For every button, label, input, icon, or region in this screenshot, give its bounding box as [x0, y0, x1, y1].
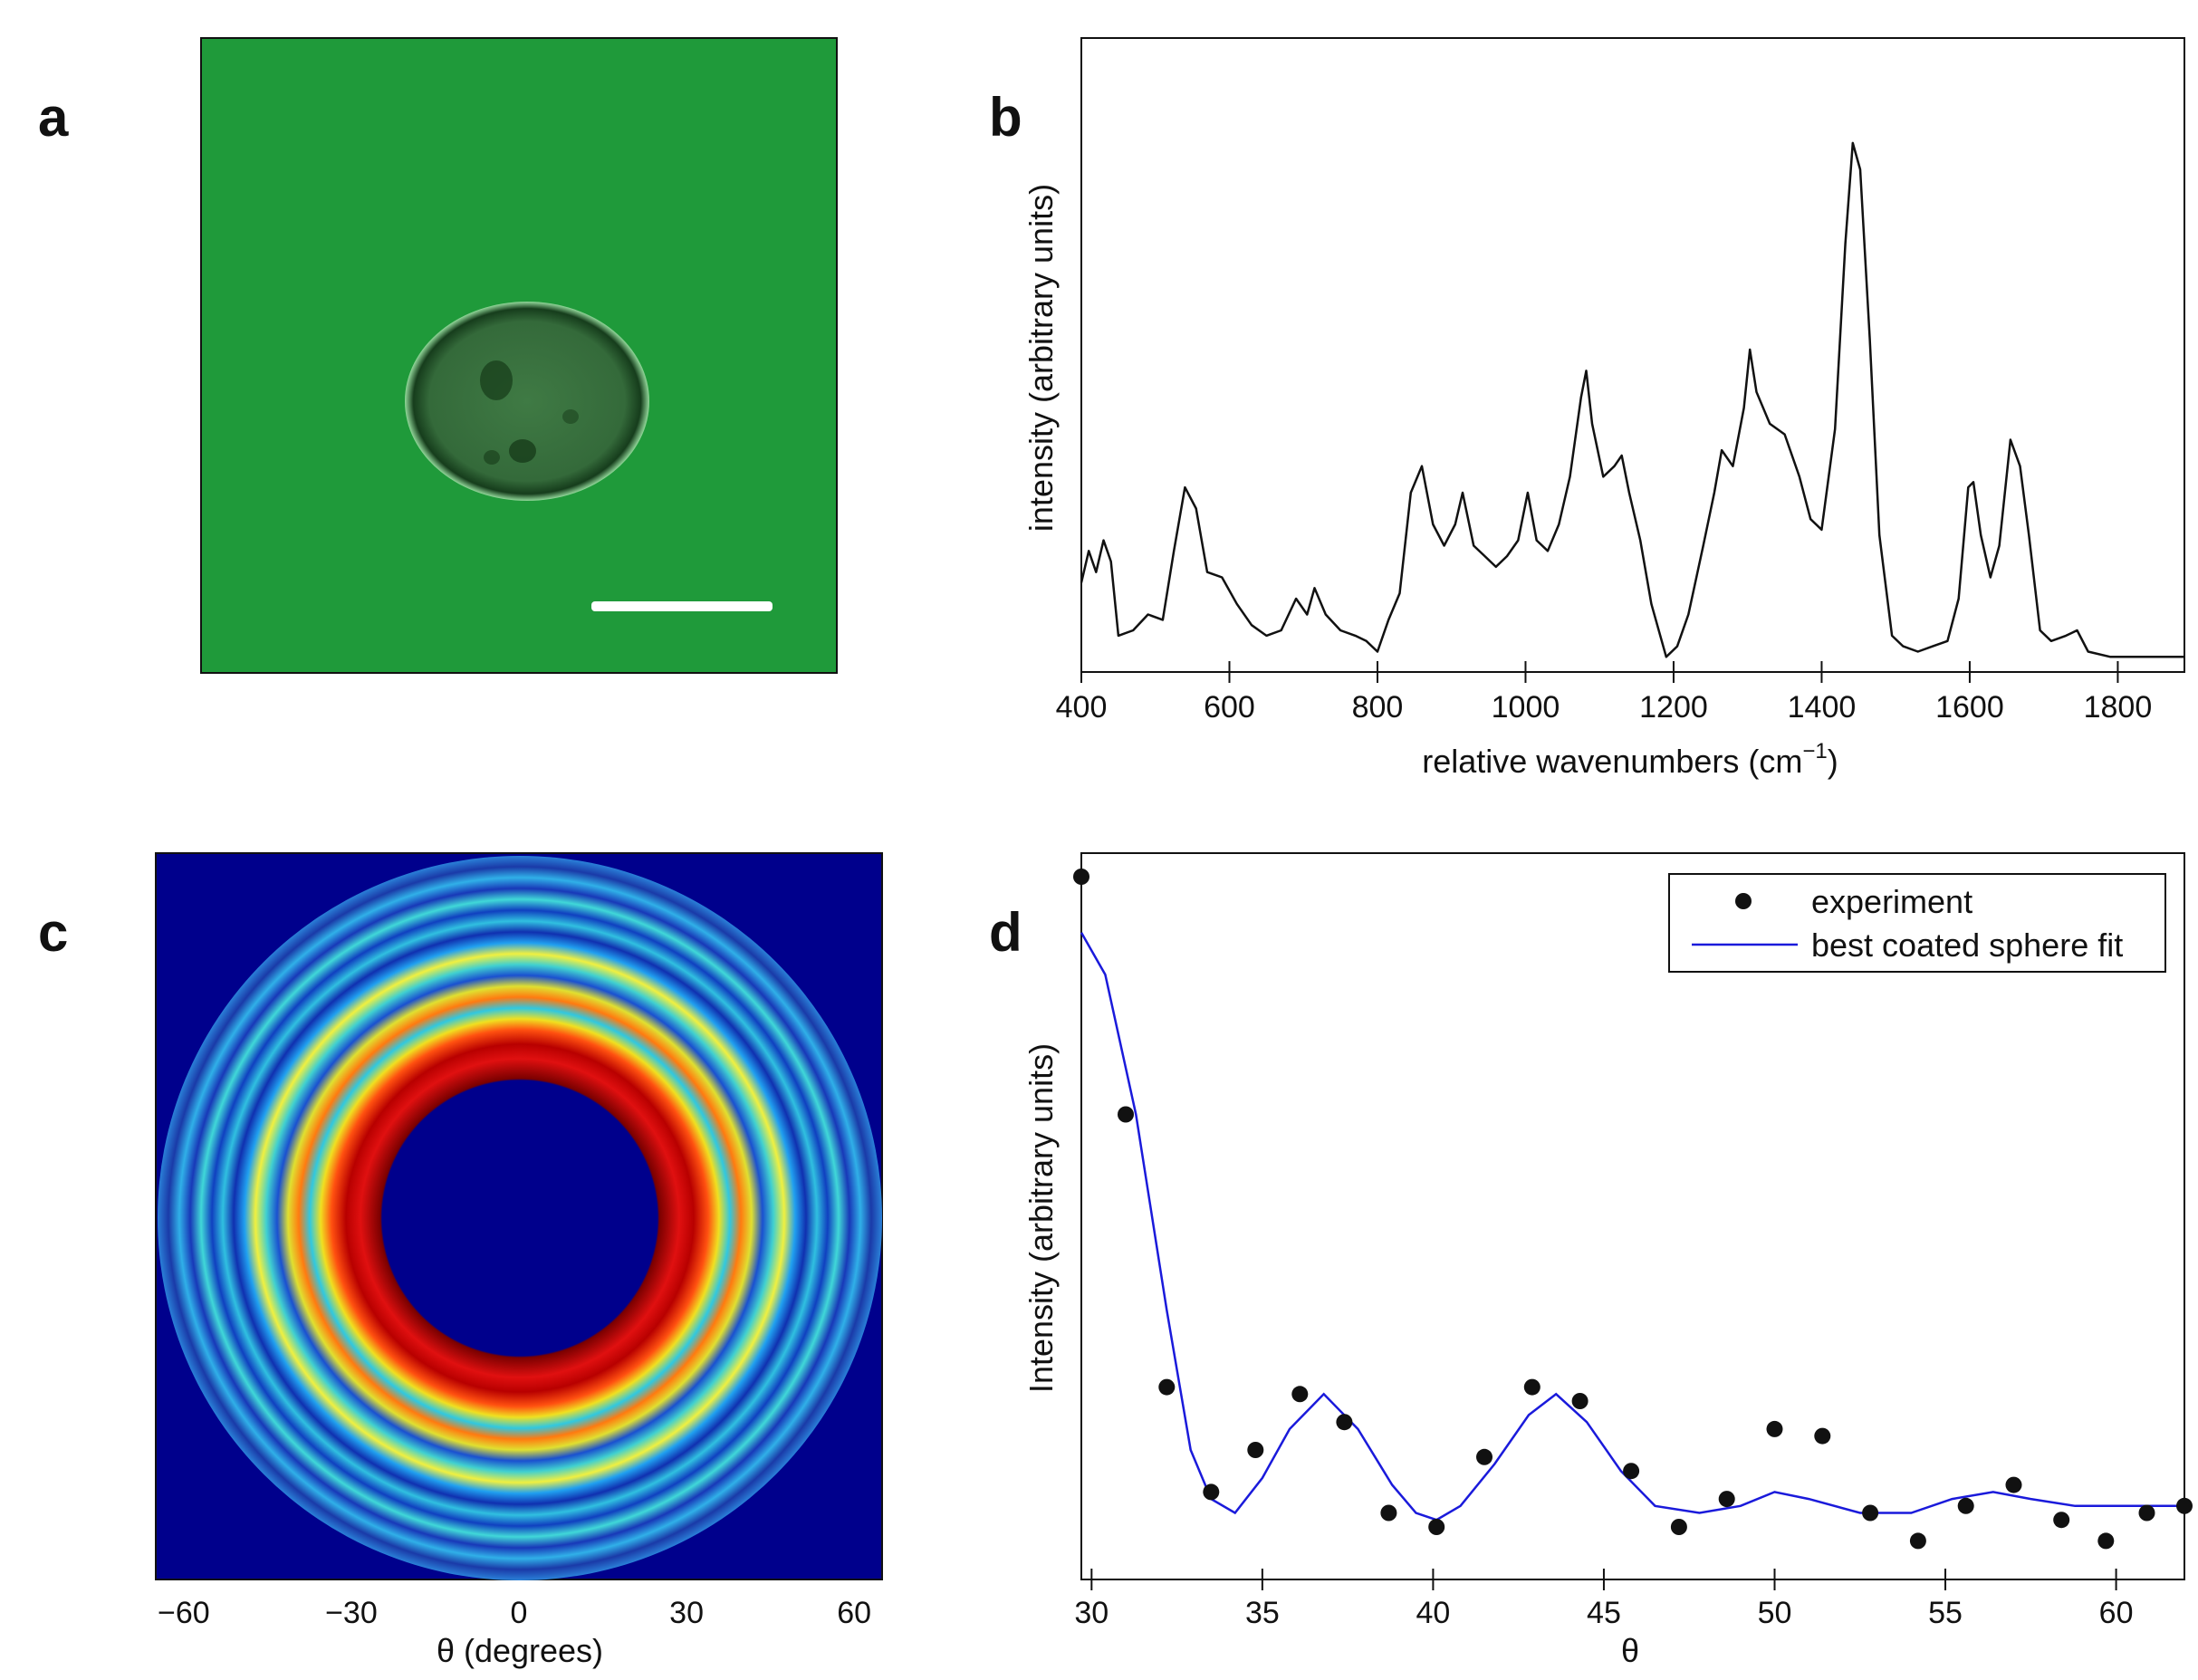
plot-d-y-axis-title: Intensity (arbitrary units): [1022, 1043, 1060, 1393]
experiment-point: [1158, 1378, 1176, 1396]
experiment-point: [1291, 1386, 1309, 1403]
plot-c-ticks: −60 −30 0 30 60: [158, 1596, 871, 1630]
panel-b-spectrum: 400 600 800 1000 1200 1400 1600 1800 relative w…: [1022, 37, 2185, 780]
plot-b-x-tick-label: 1800: [2084, 690, 2153, 725]
legend-label-experiment: experiment: [1811, 883, 1972, 920]
experiment-point: [2097, 1532, 2115, 1550]
panel-d-fit: 30 35 40 45 50 55 60 experiment best coated sp…: [1022, 852, 2193, 1669]
plot-d-ticks: 30 35 40 45 50 55 60: [1074, 1569, 2133, 1630]
experiment-point: [1380, 1504, 1397, 1522]
experiment-point: [1909, 1532, 1926, 1550]
experiment-point: [1718, 1491, 1735, 1508]
plot-c-x-tick-label: 30: [669, 1596, 704, 1630]
experiment-point: [1476, 1448, 1493, 1465]
experiment-point: [1571, 1393, 1589, 1409]
legend-label-fit: best coated sphere fit: [1811, 926, 2123, 964]
plot-b-ticks: 400 600 800 1000 1200 1400 1600 1800: [1056, 661, 2153, 725]
legend: experiment best coated sphere fit: [1668, 873, 2166, 973]
experiment-point: [1523, 1378, 1541, 1396]
cell-inclusion: [484, 450, 500, 465]
panel-letter-c: c: [38, 902, 69, 963]
experiment-point: [2176, 1497, 2193, 1514]
experiment-point: [2138, 1504, 2155, 1522]
experiment-point: [1957, 1497, 1974, 1514]
legend-marker-experiment: [1735, 893, 1752, 909]
plot-b-x-tick-label: 1000: [1492, 690, 1560, 725]
plot-c-x-tick-label: 60: [837, 1596, 871, 1630]
experiment-point: [1336, 1414, 1353, 1431]
cell-inclusion: [562, 409, 579, 424]
legend-box: [1668, 873, 2166, 973]
cell-inclusion: [509, 439, 536, 463]
plot-d-x-tick-label: 60: [2099, 1596, 2134, 1630]
plot-c-x-tick-label: −60: [158, 1596, 210, 1630]
experiment-point: [2005, 1476, 2022, 1493]
panel-c-scatter-image: −60 −30 0 30 60 θ (degrees): [155, 852, 883, 1669]
experiment-point: [1247, 1442, 1264, 1458]
plot-b-x-tick-label: 600: [1204, 690, 1255, 725]
panel-letter-a: a: [38, 87, 69, 148]
experiment-point: [1623, 1463, 1640, 1480]
plot-b-x-tick-label: 1600: [1935, 690, 2004, 725]
scale-bar: [591, 601, 773, 611]
experiment-point: [1203, 1483, 1220, 1501]
plot-b-x-tick-label: 1200: [1639, 690, 1708, 725]
panel-a-micrograph: [200, 37, 838, 674]
experiment-point: [1428, 1519, 1445, 1535]
plot-c-x-tick-label: −30: [325, 1596, 378, 1630]
spectrum-line: [1080, 141, 2184, 658]
cell-inclusion: [480, 360, 513, 400]
experiment-point: [1670, 1519, 1687, 1535]
plot-b-x-tick-label: 1400: [1788, 690, 1857, 725]
plot-d-x-tick-label: 30: [1074, 1596, 1109, 1630]
plot-b-frame: [1080, 37, 2185, 673]
panel-letter-b: b: [989, 87, 1022, 148]
experiment-point: [1118, 1106, 1134, 1123]
experiment-point: [1073, 869, 1089, 885]
plot-d-x-tick-label: 40: [1416, 1596, 1450, 1630]
experiment-points: [1073, 869, 2193, 1550]
plot-c-x-tick-label: 0: [511, 1596, 528, 1630]
panel-letter-d: d: [989, 902, 1022, 963]
plot-d-x-axis-title: θ: [1621, 1632, 1639, 1669]
plot-b-y-axis-title: intensity (arbitrary units): [1022, 184, 1060, 532]
plot-c-x-axis-title: θ (degrees): [437, 1632, 603, 1669]
plot-d-x-tick-label: 45: [1587, 1596, 1621, 1630]
plot-b-x-axis-title: relative wavenumbers (cm−1): [1422, 739, 1838, 780]
plot-b-x-tick-label: 400: [1056, 690, 1108, 725]
plot-d-frame: [1080, 852, 2185, 1580]
experiment-point: [1766, 1420, 1783, 1437]
scatter-inner-hole: [382, 1080, 657, 1356]
experiment-point: [2053, 1512, 2070, 1529]
plot-d-x-tick-label: 50: [1758, 1596, 1792, 1630]
experiment-point: [1862, 1504, 1879, 1522]
plot-d-x-tick-label: 35: [1245, 1596, 1280, 1630]
experiment-point: [1814, 1427, 1831, 1445]
plot-d-x-tick-label: 55: [1928, 1596, 1963, 1630]
fit-line: [1080, 932, 2184, 1522]
cell-body: [405, 302, 649, 501]
plot-b-x-tick-label: 800: [1352, 690, 1404, 725]
